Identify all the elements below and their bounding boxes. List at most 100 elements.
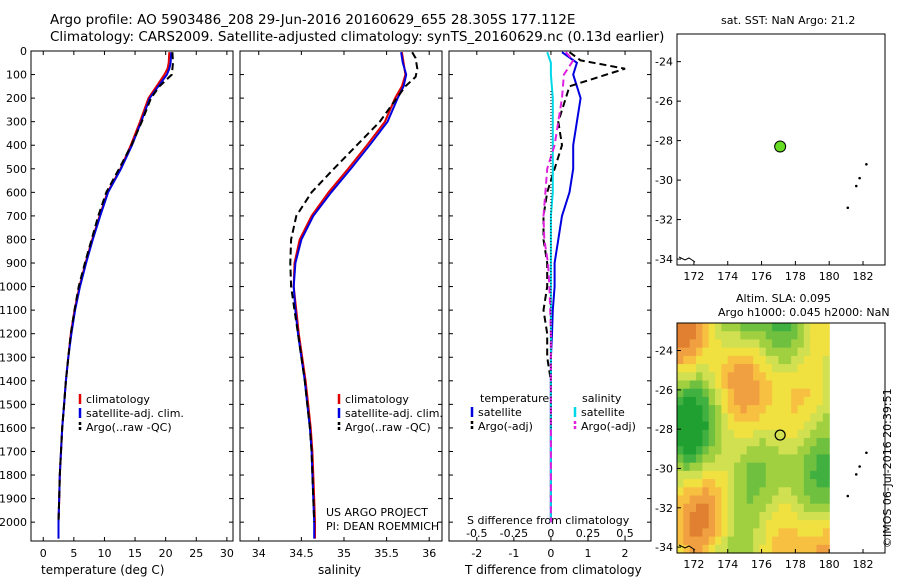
sla-cell (696, 536, 703, 546)
sla-cell (797, 405, 805, 414)
sla-cell (746, 479, 754, 488)
sla-cell (740, 323, 748, 332)
sla-cell (683, 438, 691, 447)
sla-cell (702, 470, 710, 480)
sla-cell (816, 446, 824, 456)
sla-cell (677, 470, 684, 480)
sla-cell (702, 413, 710, 423)
sla-cell (791, 479, 799, 488)
sla-cell (715, 347, 722, 357)
sla-cell (734, 372, 742, 382)
sla-cell (759, 396, 767, 406)
depth-tick-label: 1200 (0, 328, 27, 341)
sla-cell (708, 413, 716, 423)
sla-cell (721, 372, 729, 382)
sla-cell (765, 438, 773, 447)
sla-cell (759, 470, 767, 480)
sla-cell (759, 339, 767, 349)
sla-cell (816, 470, 824, 480)
sla-cell (734, 364, 742, 373)
sla-cell (759, 438, 767, 447)
sla-cell (708, 462, 716, 472)
sla-cell (677, 462, 684, 472)
sla-cell (721, 446, 729, 456)
sla-cell (816, 462, 824, 472)
sla-cell (759, 520, 767, 529)
sla-cell (784, 470, 792, 480)
sla-cell (765, 388, 773, 398)
sla-cell (772, 323, 780, 332)
sla-cell (740, 511, 748, 521)
sla-cell (721, 355, 729, 365)
sla-cell (746, 446, 754, 456)
sla-cell (677, 339, 684, 349)
sla-cell (696, 421, 703, 431)
sla-cell (797, 446, 805, 456)
sla-cell (778, 396, 786, 406)
sst-map-island (865, 163, 868, 166)
sla-cell (822, 396, 830, 406)
sla-cell (765, 511, 773, 521)
difference-profile-frame (448, 50, 652, 542)
sla-cell (753, 388, 761, 398)
sla-cell (778, 388, 786, 398)
sla-cell (797, 323, 805, 332)
sla-cell (797, 421, 805, 431)
sla-cell (778, 511, 786, 521)
sla-cell (822, 339, 830, 349)
sla-cell (683, 544, 691, 554)
sla-cell (683, 487, 691, 497)
sla-cell (727, 380, 735, 390)
sla-cell (753, 487, 761, 497)
sla-cell (797, 536, 805, 546)
salinity-legend-label: climatology (345, 393, 409, 406)
sla-cell (803, 454, 811, 464)
sla-cell (797, 372, 805, 382)
sla-cell (721, 438, 729, 447)
sla-cell (677, 355, 684, 365)
sla-cell (797, 520, 805, 529)
sla-cell (746, 347, 754, 357)
sla-cell (715, 372, 722, 382)
temperature-profile-xtick-label: 25 (189, 547, 203, 560)
sla-cell (753, 355, 761, 365)
sla-cell (696, 372, 703, 382)
sla-cell (746, 520, 754, 529)
sla-cell (822, 479, 830, 488)
sla-cell (803, 503, 811, 513)
sla-cell (791, 331, 799, 341)
sla-cell (727, 462, 735, 472)
sla-cell (784, 396, 792, 406)
sla-cell (822, 347, 830, 357)
sla-cell (816, 323, 824, 332)
sla-cell (803, 446, 811, 456)
sla-cell (721, 421, 729, 431)
sla-cell (753, 364, 761, 373)
sla-cell (746, 429, 754, 439)
sla-cell (734, 462, 742, 472)
sla-cell (822, 380, 830, 390)
sla-cell (734, 479, 742, 488)
sla-cell (803, 405, 811, 414)
sla-cell (689, 405, 697, 414)
sla-cell (734, 331, 742, 341)
sla-cell (816, 339, 824, 349)
sla-cell (740, 528, 748, 538)
sla-cell (822, 413, 830, 423)
sla-cell (696, 462, 703, 472)
sla-cell (727, 372, 735, 382)
sla-cell (778, 503, 786, 513)
sla-cell (772, 528, 780, 538)
sla-cell (772, 520, 780, 529)
sla-cell (696, 323, 703, 332)
sla-cell (765, 536, 773, 546)
sla-cell (683, 331, 691, 341)
sla-cell (708, 454, 716, 464)
sla-cell (816, 536, 824, 546)
sla-cell (734, 347, 742, 357)
sla-cell (810, 380, 818, 390)
diff-legend-temperature-header: temperature (480, 392, 549, 405)
sla-cell (772, 347, 780, 357)
sla-cell (784, 388, 792, 398)
sla-cell (822, 372, 830, 382)
